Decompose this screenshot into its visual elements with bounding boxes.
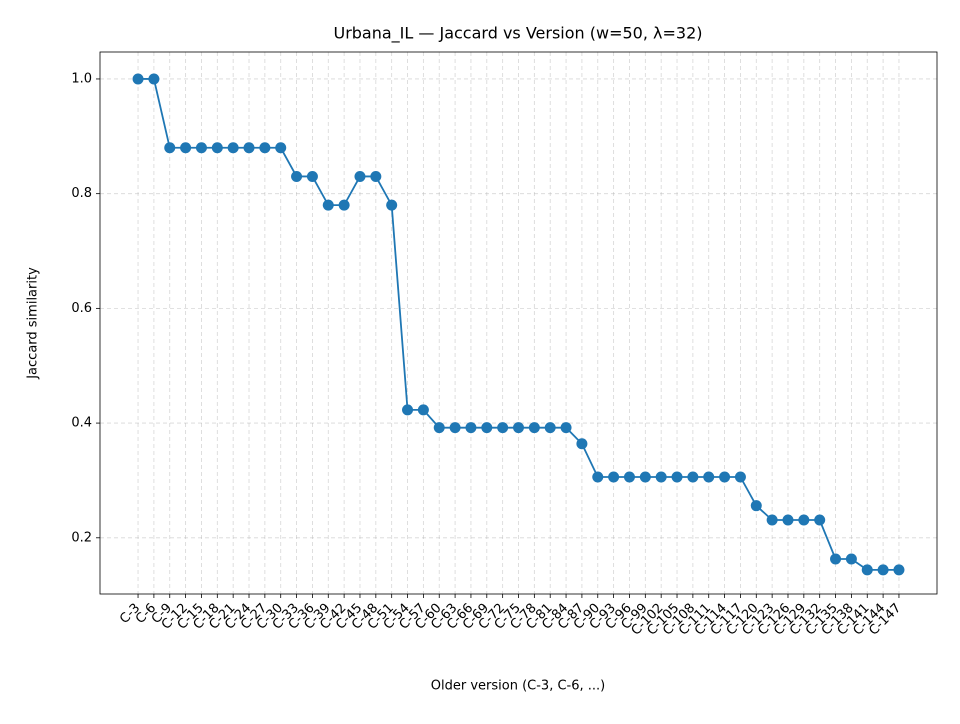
data-point <box>544 422 556 434</box>
data-point <box>560 422 572 434</box>
data-point <box>164 142 176 154</box>
data-point <box>861 564 873 576</box>
data-point <box>639 471 651 483</box>
chart-title: Urbana_IL — Jaccard vs Version (w=50, λ=… <box>333 24 702 44</box>
data-point <box>481 422 493 434</box>
data-point <box>306 170 318 182</box>
data-point <box>417 404 429 416</box>
data-point <box>370 170 382 182</box>
data-point <box>132 73 144 85</box>
data-point <box>719 471 731 483</box>
data-point <box>354 170 366 182</box>
data-point <box>845 553 857 565</box>
y-tick-label: 0.8 <box>71 186 92 201</box>
data-point <box>195 142 207 154</box>
data-point <box>386 199 398 211</box>
data-point <box>608 471 620 483</box>
data-point <box>734 471 746 483</box>
data-point <box>243 142 255 154</box>
data-point <box>497 422 509 434</box>
data-point <box>513 422 524 434</box>
data-point <box>322 199 334 211</box>
data-point <box>402 404 414 416</box>
data-point <box>449 422 461 434</box>
data-point <box>592 471 604 483</box>
data-point <box>655 471 667 483</box>
data-point <box>433 422 445 434</box>
data-point <box>291 170 303 182</box>
y-axis-label: Jaccard similarity <box>26 267 41 380</box>
data-point <box>893 564 905 576</box>
data-point <box>750 500 762 512</box>
data-point <box>275 142 287 154</box>
data-point <box>576 438 588 450</box>
data-point <box>766 514 778 526</box>
data-point <box>830 553 842 565</box>
data-point <box>703 471 715 483</box>
data-point <box>623 471 635 483</box>
data-point <box>671 471 683 483</box>
plot-frame <box>99 51 938 595</box>
data-point <box>465 422 477 434</box>
data-point <box>259 142 271 154</box>
data-point <box>528 422 540 434</box>
data-point <box>687 471 699 483</box>
data-point <box>877 564 889 576</box>
y-tick-label: 1.0 <box>71 71 92 86</box>
data-point <box>180 142 192 154</box>
data-point <box>338 199 350 211</box>
y-tick-label: 0.2 <box>71 530 92 545</box>
data-point <box>211 142 223 154</box>
data-point <box>798 514 810 526</box>
x-axis-label: Older version (C-3, C-6, ...) <box>431 679 605 694</box>
data-point <box>814 514 826 526</box>
data-point <box>227 142 239 154</box>
data-point <box>148 73 160 85</box>
data-point <box>782 514 794 526</box>
y-tick-label: 0.4 <box>71 416 92 431</box>
y-tick-label: 0.6 <box>71 301 92 316</box>
